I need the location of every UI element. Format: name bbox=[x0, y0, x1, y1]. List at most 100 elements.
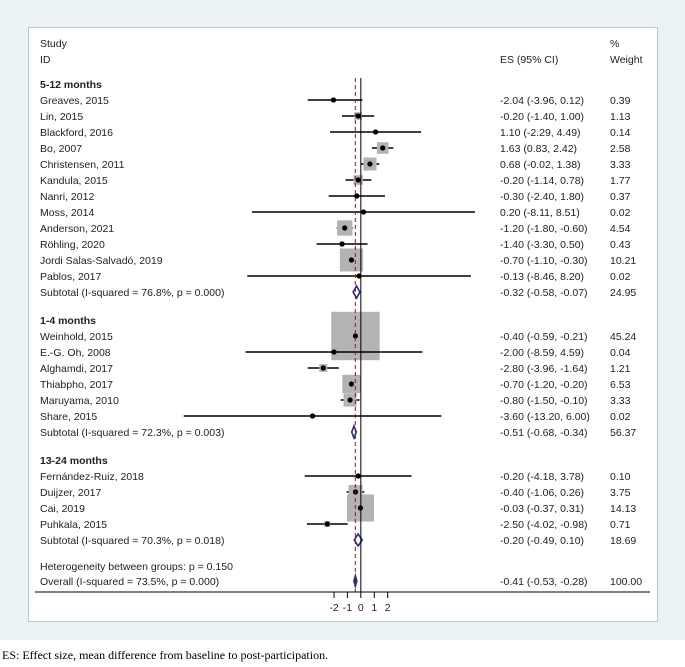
study-label: Anderson, 2021 bbox=[40, 223, 114, 235]
es-value: -0.51 (-0.68, -0.34) bbox=[500, 427, 588, 439]
forest-plot: Study ID ES (95% CI) % Weight 5-12 month… bbox=[35, 38, 650, 614]
weight-value: 0.37 bbox=[610, 191, 631, 203]
group-heading: 13-24 months bbox=[40, 455, 108, 467]
es-value: -0.03 (-0.37, 0.31) bbox=[500, 503, 584, 515]
es-value: 1.63 (0.83, 2.42) bbox=[500, 143, 577, 155]
study-label: Alghamdi, 2017 bbox=[40, 363, 113, 375]
es-value: -0.20 (-0.49, 0.10) bbox=[500, 535, 584, 547]
point-estimate bbox=[355, 473, 361, 479]
header-weight: Weight bbox=[610, 54, 643, 66]
study-label: Blackford, 2016 bbox=[40, 127, 113, 139]
weight-value: 45.24 bbox=[610, 331, 636, 343]
study-label: Moss, 2014 bbox=[40, 207, 94, 219]
point-estimate bbox=[320, 365, 326, 371]
weight-value: 2.58 bbox=[610, 143, 631, 155]
study-label: Cai, 2019 bbox=[40, 503, 85, 515]
point-estimate bbox=[360, 209, 367, 215]
x-tick-label: 2 bbox=[385, 602, 391, 614]
es-value: -0.70 (-1.10, -0.30) bbox=[500, 255, 588, 267]
weight-value: 100.00 bbox=[610, 576, 642, 588]
weight-value: 10.21 bbox=[610, 255, 636, 267]
study-label: Jordi Salas-Salvadó, 2019 bbox=[40, 255, 163, 267]
weight-value: 14.13 bbox=[610, 503, 636, 515]
group-heading: 1-4 months bbox=[40, 315, 96, 327]
es-value: -0.41 (-0.53, -0.28) bbox=[500, 576, 588, 588]
weight-value: 6.53 bbox=[610, 379, 631, 391]
es-value: -0.20 (-4.18, 3.78) bbox=[500, 471, 584, 483]
x-tick-label: -1 bbox=[343, 602, 352, 614]
overall-label: Overall (I-squared = 73.5%, p = 0.000) bbox=[40, 576, 219, 588]
weight-value: 0.71 bbox=[610, 519, 631, 531]
study-label: Nanri, 2012 bbox=[40, 191, 94, 203]
study-label: E.-G. Oh, 2008 bbox=[40, 347, 111, 359]
forest-rows: 5-12 months Greaves, 2015 -2.04 (-3.96, 0.… bbox=[40, 79, 642, 590]
study-label: Duijzer, 2017 bbox=[40, 487, 101, 499]
group-heading: 5-12 months bbox=[40, 79, 102, 91]
study-label: Röhling, 2020 bbox=[40, 239, 105, 251]
es-value: -2.04 (-3.96, 0.12) bbox=[500, 95, 584, 107]
study-label: Weinhold, 2015 bbox=[40, 331, 113, 343]
point-estimate bbox=[330, 97, 337, 103]
study-label: Thiabpho, 2017 bbox=[40, 379, 113, 391]
weight-value: 0.04 bbox=[610, 347, 631, 359]
subtotal-label: Subtotal (I-squared = 72.3%, p = 0.003) bbox=[40, 427, 224, 439]
subtotal-diamond bbox=[352, 284, 361, 300]
es-value: 0.20 (-8.11, 8.51) bbox=[500, 207, 580, 219]
point-estimate bbox=[324, 521, 330, 527]
weight-value: 0.02 bbox=[610, 271, 631, 283]
weight-value: 24.95 bbox=[610, 287, 636, 299]
x-tick-label: 0 bbox=[358, 602, 364, 614]
es-value: -1.40 (-3.30, 0.50) bbox=[500, 239, 584, 251]
point-estimate bbox=[347, 397, 353, 403]
weight-value: 0.39 bbox=[610, 95, 631, 107]
header-study: Study bbox=[40, 38, 68, 50]
es-value: 1.10 (-2.29, 4.49) bbox=[500, 127, 581, 139]
x-tick-label: -2 bbox=[329, 602, 338, 614]
es-value: -0.70 (-1.20, -0.20) bbox=[500, 379, 588, 391]
point-estimate bbox=[372, 129, 379, 135]
overall-diamond bbox=[353, 572, 358, 590]
study-label: Bo, 2007 bbox=[40, 143, 82, 155]
subtotal-label: Subtotal (I-squared = 70.3%, p = 0.018) bbox=[40, 535, 224, 547]
weight-value: 0.02 bbox=[610, 411, 631, 423]
point-estimate bbox=[352, 333, 359, 339]
es-value: -0.32 (-0.58, -0.07) bbox=[500, 287, 588, 299]
point-estimate bbox=[348, 381, 355, 387]
header-percent: % bbox=[610, 38, 619, 50]
es-value: -0.40 (-0.59, -0.21) bbox=[500, 331, 588, 343]
weight-value: 3.33 bbox=[610, 159, 631, 171]
weight-value: 1.77 bbox=[610, 175, 631, 187]
study-label: Maruyama, 2010 bbox=[40, 395, 119, 407]
es-value: -0.40 (-1.06, 0.26) bbox=[500, 487, 584, 499]
study-label: Lin, 2015 bbox=[40, 111, 83, 123]
study-label: Share, 2015 bbox=[40, 411, 97, 423]
subtotal-label: Subtotal (I-squared = 76.8%, p = 0.000) bbox=[40, 287, 224, 299]
study-label: Christensen, 2011 bbox=[40, 159, 125, 171]
point-estimate bbox=[339, 241, 345, 247]
heterogeneity-text: Heterogeneity between groups: p = 0.150 bbox=[40, 561, 233, 573]
es-value: -0.30 (-2.40, 1.80) bbox=[500, 191, 584, 203]
es-value: -0.13 (-8.46, 8.20) bbox=[500, 271, 584, 283]
study-label: Greaves, 2015 bbox=[40, 95, 109, 107]
point-estimate bbox=[367, 161, 373, 167]
study-label: Fernández-Ruiz, 2018 bbox=[40, 471, 144, 483]
weight-value: 56.37 bbox=[610, 427, 636, 439]
header-es: ES (95% CI) bbox=[500, 54, 558, 66]
weight-value: 1.13 bbox=[610, 111, 631, 123]
es-value: 0.68 (-0.02, 1.38) bbox=[500, 159, 581, 171]
es-value: -3.60 (-13.20, 6.00) bbox=[500, 411, 590, 423]
point-estimate bbox=[355, 113, 361, 119]
weight-value: 4.54 bbox=[610, 223, 631, 235]
x-tick-label: 1 bbox=[371, 602, 377, 614]
weight-value: 3.75 bbox=[610, 487, 631, 499]
weight-value: 0.14 bbox=[610, 127, 631, 139]
header-id: ID bbox=[40, 54, 51, 66]
weight-value: 1.21 bbox=[610, 363, 631, 375]
es-value: -0.80 (-1.50, -0.10) bbox=[500, 395, 588, 407]
weight-value: 0.02 bbox=[610, 207, 631, 219]
es-value: -2.00 (-8.59, 4.59) bbox=[500, 347, 584, 359]
point-estimate bbox=[348, 257, 355, 263]
footnote: ES: Effect size, mean difference from ba… bbox=[2, 648, 329, 662]
point-estimate bbox=[342, 225, 348, 231]
figure-panel: Study ID ES (95% CI) % Weight 5-12 month… bbox=[0, 0, 685, 640]
